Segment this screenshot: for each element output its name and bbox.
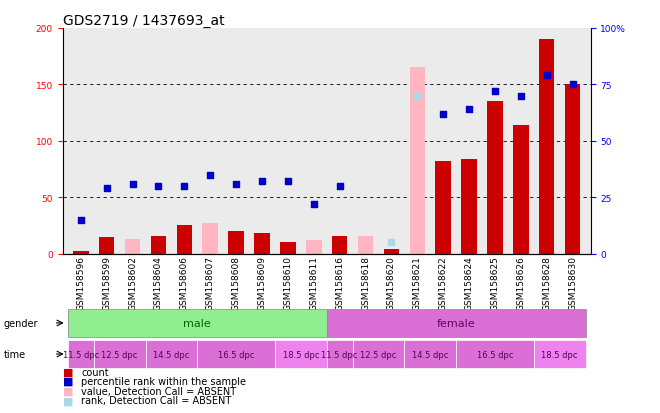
Point [541, 73, 552, 79]
Text: rank, Detection Call = ABSENT: rank, Detection Call = ABSENT [81, 395, 232, 405]
Bar [254, 234, 270, 254]
Bar [539, 40, 554, 254]
Point [75, 217, 86, 223]
Text: 14.5 dpc: 14.5 dpc [153, 350, 189, 358]
Text: 12.5 dpc: 12.5 dpc [360, 350, 397, 358]
Bar [177, 226, 192, 254]
Bar [306, 240, 321, 254]
Bar [487, 102, 503, 254]
Bar [409, 68, 425, 254]
Bar [203, 223, 218, 254]
Text: 18.5 dpc: 18.5 dpc [282, 350, 319, 358]
Point [464, 107, 475, 113]
Point [335, 183, 345, 190]
Bar [332, 236, 347, 254]
Point [490, 89, 500, 95]
Bar [150, 236, 166, 254]
Bar [94, 340, 145, 368]
Bar [99, 237, 114, 254]
Bar [383, 249, 399, 254]
Text: 11.5 dpc: 11.5 dpc [63, 350, 99, 358]
Bar [534, 340, 585, 368]
Bar [125, 240, 141, 254]
Point [308, 201, 319, 208]
Bar [228, 231, 244, 254]
Bar [197, 340, 275, 368]
Bar [358, 236, 374, 254]
Bar [327, 309, 585, 337]
Point [282, 179, 293, 185]
Bar [461, 159, 477, 254]
Point [205, 172, 216, 178]
Text: count: count [81, 367, 109, 377]
Text: time: time [3, 349, 26, 359]
Bar [456, 340, 534, 368]
Bar [68, 309, 327, 337]
Text: 16.5 dpc: 16.5 dpc [218, 350, 254, 358]
Point [386, 240, 397, 246]
Text: 12.5 dpc: 12.5 dpc [102, 350, 138, 358]
Text: GDS2719 / 1437693_at: GDS2719 / 1437693_at [63, 14, 224, 28]
Point [179, 183, 189, 190]
Text: ■: ■ [63, 376, 73, 386]
Text: value, Detection Call = ABSENT: value, Detection Call = ABSENT [81, 386, 236, 396]
Point [568, 82, 578, 88]
Bar [68, 340, 94, 368]
Text: 16.5 dpc: 16.5 dpc [477, 350, 513, 358]
Point [412, 93, 422, 100]
Text: ■: ■ [63, 367, 73, 377]
Bar [352, 340, 405, 368]
Point [127, 181, 138, 188]
Text: 14.5 dpc: 14.5 dpc [412, 350, 448, 358]
Point [102, 185, 112, 192]
Bar [73, 252, 88, 254]
Point [153, 183, 164, 190]
Bar [436, 162, 451, 254]
Text: gender: gender [3, 318, 38, 328]
Point [438, 111, 448, 118]
Text: 18.5 dpc: 18.5 dpc [541, 350, 578, 358]
Text: ■: ■ [63, 395, 73, 405]
Point [231, 181, 242, 188]
Bar [405, 340, 456, 368]
Text: ■: ■ [63, 386, 73, 396]
Text: 11.5 dpc: 11.5 dpc [321, 350, 358, 358]
Point [515, 93, 526, 100]
Bar [513, 126, 529, 254]
Text: male: male [183, 318, 211, 328]
Bar [145, 340, 197, 368]
Text: female: female [437, 318, 475, 328]
Point [257, 179, 267, 185]
Bar [280, 243, 296, 254]
Text: percentile rank within the sample: percentile rank within the sample [81, 376, 246, 386]
Bar [327, 340, 352, 368]
Bar [565, 85, 580, 254]
Bar [275, 340, 327, 368]
